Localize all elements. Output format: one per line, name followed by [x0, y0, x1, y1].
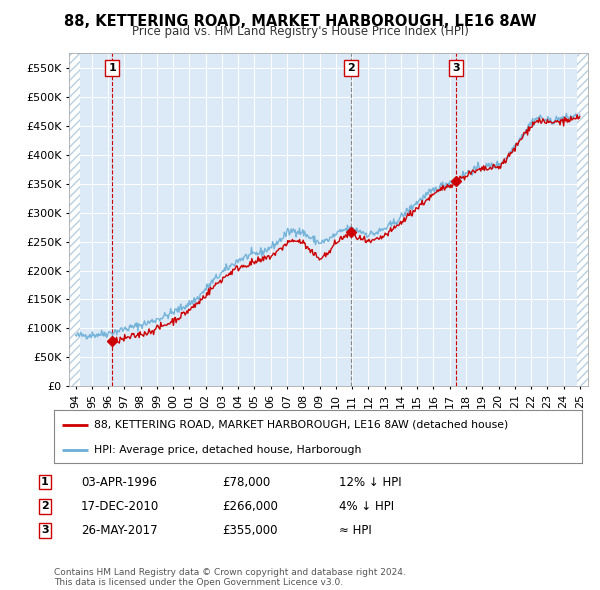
Bar — [577, 53, 588, 386]
Text: 88, KETTERING ROAD, MARKET HARBOROUGH, LE16 8AW: 88, KETTERING ROAD, MARKET HARBOROUGH, L… — [64, 14, 536, 28]
Bar — [69, 53, 80, 386]
Text: ≈ HPI: ≈ HPI — [339, 524, 372, 537]
Text: 17-DEC-2010: 17-DEC-2010 — [81, 500, 159, 513]
Text: 1: 1 — [108, 63, 116, 73]
Text: 26-MAY-2017: 26-MAY-2017 — [81, 524, 158, 537]
Text: 1: 1 — [41, 477, 49, 487]
Text: HPI: Average price, detached house, Harborough: HPI: Average price, detached house, Harb… — [94, 445, 361, 455]
Text: Contains HM Land Registry data © Crown copyright and database right 2024.
This d: Contains HM Land Registry data © Crown c… — [54, 568, 406, 587]
Text: 4% ↓ HPI: 4% ↓ HPI — [339, 500, 394, 513]
Text: 3: 3 — [41, 526, 49, 535]
Text: £355,000: £355,000 — [222, 524, 277, 537]
Text: 03-APR-1996: 03-APR-1996 — [81, 476, 157, 489]
Text: £78,000: £78,000 — [222, 476, 270, 489]
Text: Price paid vs. HM Land Registry's House Price Index (HPI): Price paid vs. HM Land Registry's House … — [131, 25, 469, 38]
Text: 2: 2 — [347, 63, 355, 73]
Text: 88, KETTERING ROAD, MARKET HARBOROUGH, LE16 8AW (detached house): 88, KETTERING ROAD, MARKET HARBOROUGH, L… — [94, 420, 508, 430]
Text: £266,000: £266,000 — [222, 500, 278, 513]
Text: 12% ↓ HPI: 12% ↓ HPI — [339, 476, 401, 489]
Text: 2: 2 — [41, 502, 49, 511]
Text: 3: 3 — [452, 63, 460, 73]
